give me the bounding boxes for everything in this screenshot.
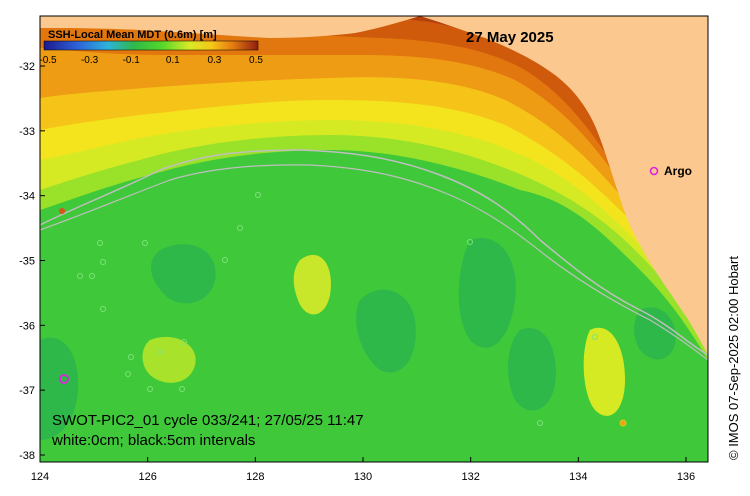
contour-info: white:0cm; black:5cm intervals <box>51 432 255 449</box>
swath-info: SWOT-PIC2_01 cycle 033/241; 27/05/25 11:… <box>52 412 364 429</box>
y-tick-label: -35 <box>19 256 35 268</box>
x-axis: 124 126 128 130 132 134 136 <box>31 457 695 483</box>
y-tick-label: -33 <box>19 126 35 138</box>
argo-legend-icon <box>649 166 659 176</box>
x-tick-label: 132 <box>461 471 479 483</box>
argo-label: Argo <box>664 164 692 178</box>
colorbar-tick-label: -0.1 <box>123 55 141 66</box>
colorbar-label: SSH-Local Mean MDT (0.6m) [m] <box>48 29 217 41</box>
y-tick-label: -38 <box>19 450 35 462</box>
x-tick-label: 136 <box>677 471 695 483</box>
y-tick-label: -32 <box>19 61 35 73</box>
colorbar: SSH-Local Mean MDT (0.6m) [m] -0.5 -0.3 -0… <box>39 29 263 66</box>
plot-frame <box>39 15 709 463</box>
x-tick-label: 124 <box>31 471 49 483</box>
colorbar-tick-label: 0.1 <box>166 55 180 66</box>
x-tick-label: 134 <box>569 471 587 483</box>
colorbar-tick-label: -0.3 <box>81 55 99 66</box>
y-axis: -32 -33 -34 -35 -36 -37 -38 <box>19 61 45 462</box>
colorbar-tick-label: 0.3 <box>207 55 221 66</box>
imos-credit: © IMOS 07-Sep-2025 02:00 Hobart <box>726 256 741 460</box>
y-tick-label: -34 <box>19 191 35 203</box>
colorbar-tick-label: 0.5 <box>249 55 263 66</box>
y-tick-label: -37 <box>19 385 35 397</box>
argo-float-marker <box>59 374 69 384</box>
colorbar-tick-label: -0.5 <box>39 55 57 66</box>
x-tick-label: 130 <box>354 471 372 483</box>
map-field <box>40 16 708 462</box>
map-title: 27 May 2025 <box>466 29 554 46</box>
x-tick-label: 128 <box>246 471 264 483</box>
y-tick-label: -36 <box>19 320 35 332</box>
x-tick-label: 126 <box>138 471 156 483</box>
colorbar-gradient <box>43 40 259 51</box>
